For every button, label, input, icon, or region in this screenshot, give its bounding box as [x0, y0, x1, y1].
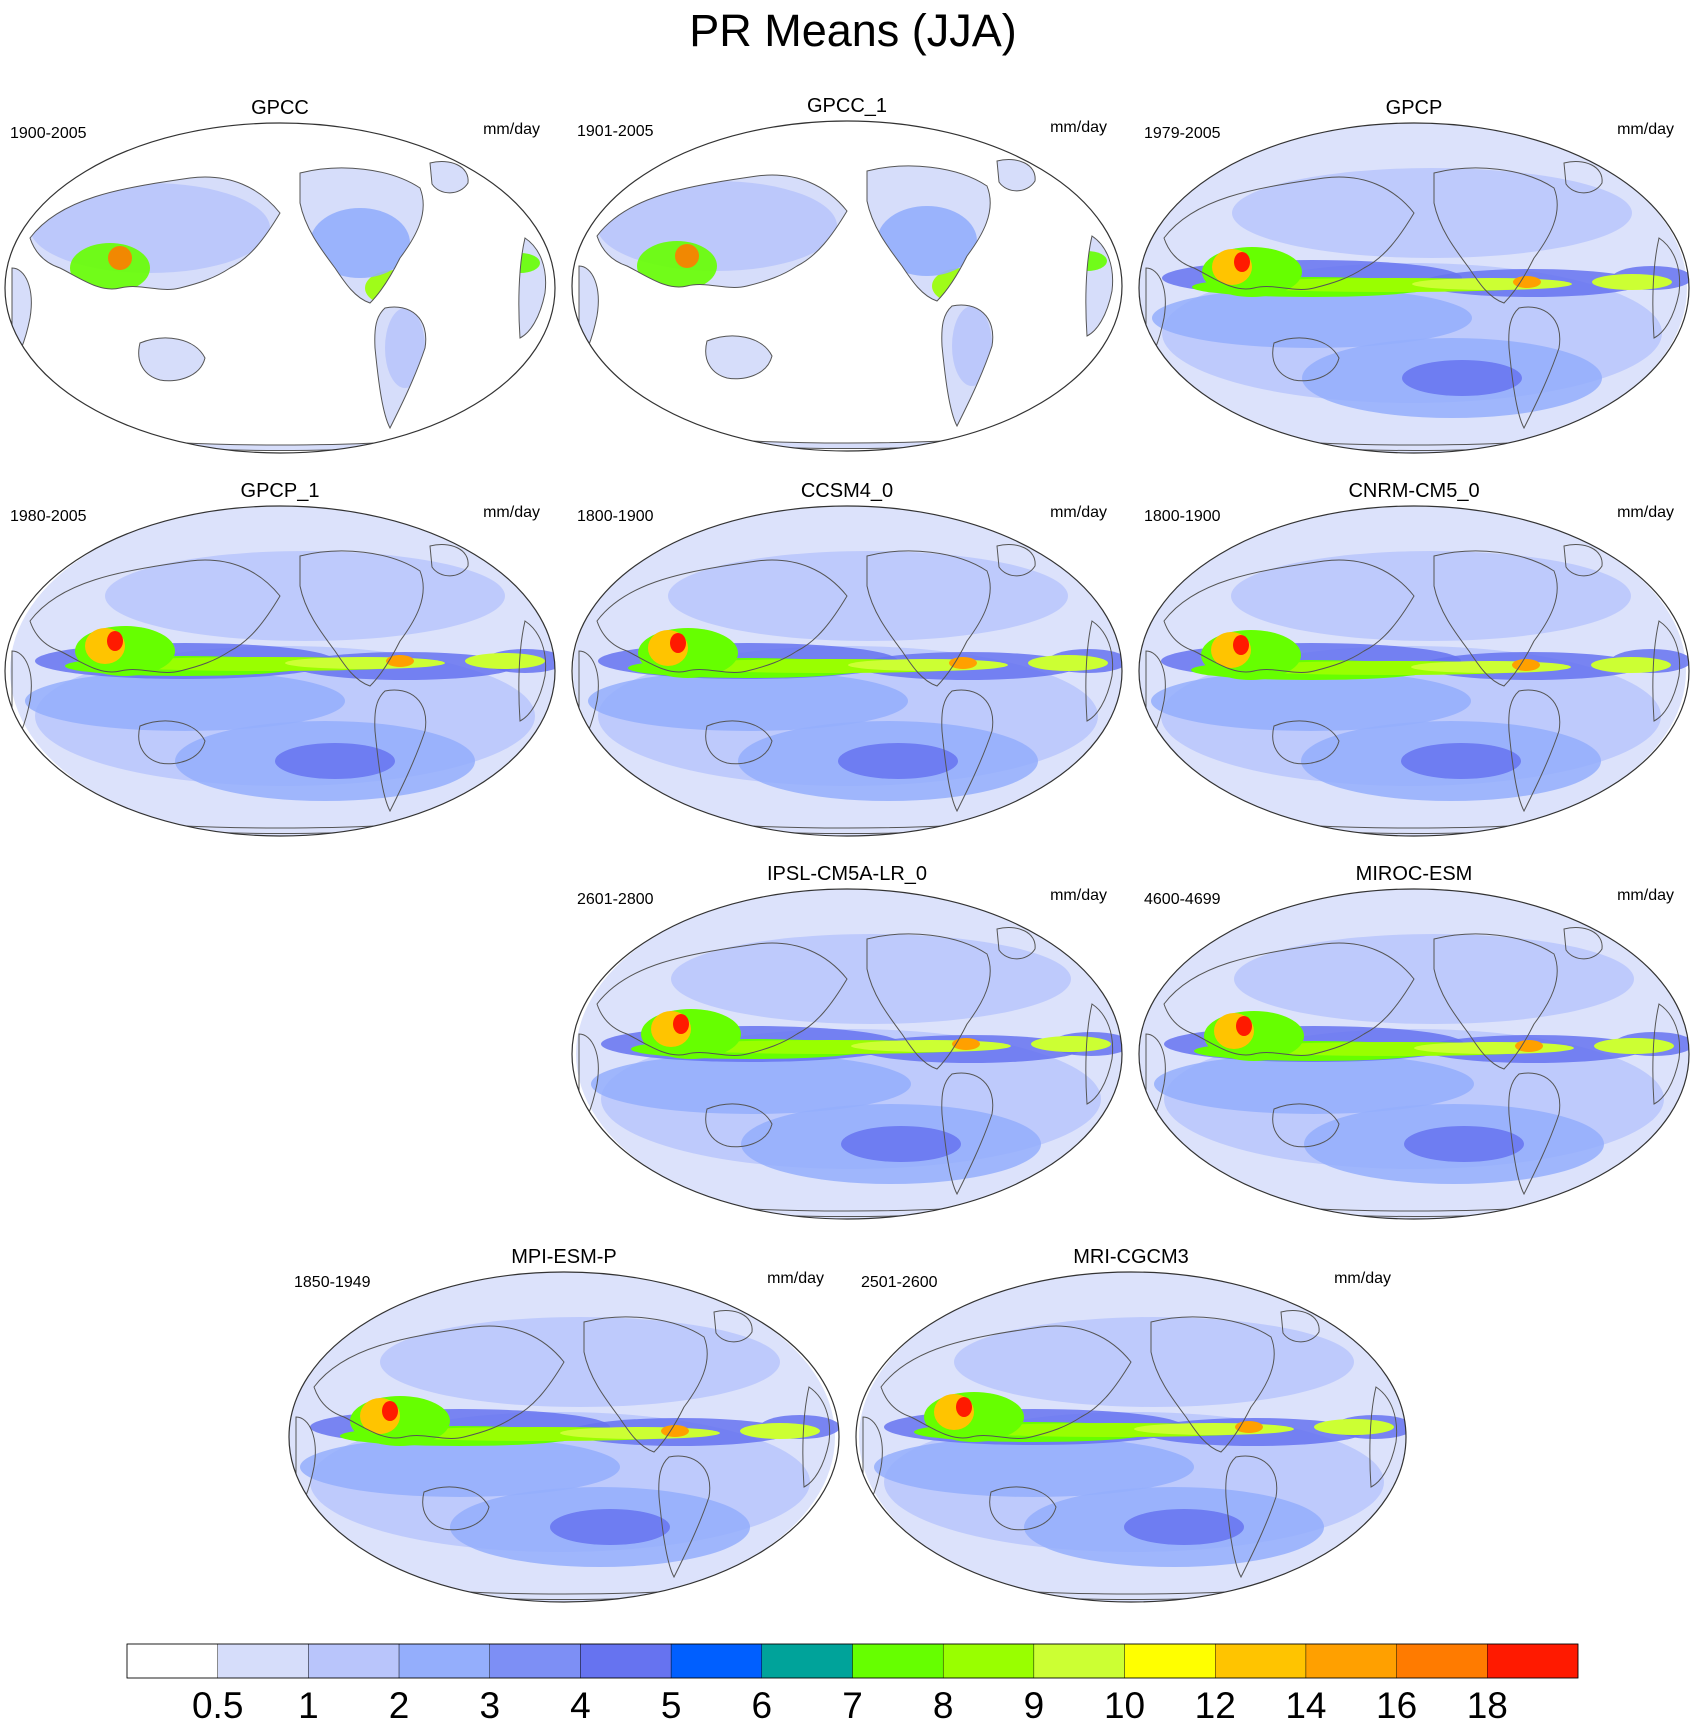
colorbar-tick-label: 7: [842, 1685, 863, 1726]
panel-title: MPI-ESM-P: [511, 1246, 617, 1268]
panel-units: mm/day: [1617, 121, 1674, 138]
panel-units: mm/day: [483, 121, 540, 138]
panel-period: 1980-2005: [10, 508, 87, 525]
panel-title: MRI-CGCM3: [1073, 1246, 1189, 1268]
map-projection: [288, 1271, 840, 1603]
panel-gpcp-1: GPCP_1 1980-2005 mm/day: [0, 479, 560, 839]
colorbar-tick-label: 10: [1104, 1685, 1145, 1726]
colorbar-swatch: [852, 1643, 944, 1679]
colorbar-swatch: [126, 1643, 218, 1679]
colorbar-swatch: [761, 1643, 853, 1679]
colorbar-tick-label: 14: [1285, 1685, 1326, 1726]
colorbar-tick-label: 6: [752, 1685, 773, 1726]
panel-units: mm/day: [1050, 504, 1107, 521]
map-projection: [1138, 505, 1690, 837]
panel-title: CNRM-CM5_0: [1348, 480, 1480, 502]
colorbar-tick-label: 9: [1024, 1685, 1045, 1726]
panel-gpcc-1: GPCC_1 1901-2005 mm/day: [567, 94, 1127, 454]
panel-gpcp: GPCP 1979-2005 mm/day: [1134, 96, 1694, 456]
map-projection: [571, 888, 1123, 1220]
map-projection: [1138, 122, 1690, 454]
map-projection: [4, 505, 556, 837]
panel-period: 1850-1949: [294, 1274, 371, 1291]
panel-period: 2601-2800: [577, 891, 654, 908]
colorbar-swatch: [1305, 1643, 1397, 1679]
colorbar-tick-label: 2: [389, 1685, 410, 1726]
panel-mpi-esm-p: MPI-ESM-P 1850-1949 mm/day: [284, 1245, 844, 1605]
map-projection: [571, 120, 1123, 452]
panel-ipsl-cm5a-lr-0: IPSL-CM5A-LR_0 2601-2800 mm/day: [567, 862, 1127, 1222]
panel-title: IPSL-CM5A-LR_0: [766, 863, 928, 885]
colorbar-tick-label: 3: [479, 1685, 500, 1726]
colorbar-tick-label: 4: [570, 1685, 591, 1726]
panel-period: 2501-2600: [861, 1274, 938, 1291]
colorbar-swatch: [1215, 1643, 1307, 1679]
colorbar-tick-label: 12: [1195, 1685, 1236, 1726]
figure-title: PR Means (JJA): [689, 5, 1017, 56]
colorbar-swatch: [217, 1643, 309, 1679]
panel-mri-cgcm3: MRI-CGCM3 2501-2600 mm/day: [851, 1245, 1411, 1605]
panel-title: MIROC-ESM: [1355, 863, 1473, 885]
colorbar-swatch: [1124, 1643, 1216, 1679]
colorbar-tick-label: 1: [298, 1685, 319, 1726]
panel-title: CCSM4_0: [800, 480, 894, 502]
map-projection: [571, 505, 1123, 837]
panel-title: GPCC: [251, 97, 309, 119]
map-projection: [4, 122, 556, 454]
colorbar-swatch: [942, 1643, 1035, 1679]
panel-period: 1800-1900: [577, 508, 654, 525]
panel-title: GPCC_1: [806, 95, 888, 117]
colorbar-swatch: [398, 1643, 490, 1679]
colorbar-tick-label: 18: [1467, 1685, 1508, 1726]
colorbar-tick-label: 16: [1376, 1685, 1417, 1726]
panel-gpcc: GPCC 1900-2005 mm/day: [0, 96, 560, 456]
panel-period: 1900-2005: [10, 125, 87, 142]
panel-period: 4600-4699: [1144, 891, 1221, 908]
panel-units: mm/day: [483, 504, 540, 521]
panel-units: mm/day: [1050, 119, 1107, 136]
panel-period: 1901-2005: [577, 123, 654, 140]
panel-units: mm/day: [1617, 504, 1674, 521]
panel-period: 1800-1900: [1144, 508, 1221, 525]
colorbar-swatch: [1487, 1643, 1579, 1679]
panel-units: mm/day: [1617, 887, 1674, 904]
colorbar-tick-label: 5: [661, 1685, 682, 1726]
colorbar-tick-label: 8: [933, 1685, 954, 1726]
panel-ccsm4-0: CCSM4_0 1800-1900 mm/day: [567, 479, 1127, 839]
map-projection: [1138, 888, 1690, 1220]
colorbar-swatch: [308, 1643, 400, 1679]
panel-cnrm-cm5-0: CNRM-CM5_0 1800-1900 mm/day: [1134, 479, 1694, 839]
colorbar-swatch: [489, 1643, 581, 1679]
colorbar-swatch: [580, 1643, 672, 1679]
colorbar-swatch: [1033, 1643, 1125, 1679]
panel-units: mm/day: [1334, 1270, 1391, 1287]
panel-units: mm/day: [767, 1270, 824, 1287]
panel-title: GPCP_1: [240, 480, 320, 502]
map-projection: [855, 1271, 1407, 1603]
panel-period: 1979-2005: [1144, 125, 1221, 142]
colorbar-swatch: [670, 1643, 763, 1679]
panel-title: GPCP: [1385, 97, 1443, 119]
colorbar-swatch: [1396, 1643, 1488, 1679]
colorbar-tick-label: 0.5: [192, 1685, 243, 1726]
panel-units: mm/day: [1050, 887, 1107, 904]
panel-miroc-esm: MIROC-ESM 4600-4699 mm/day: [1134, 862, 1694, 1222]
